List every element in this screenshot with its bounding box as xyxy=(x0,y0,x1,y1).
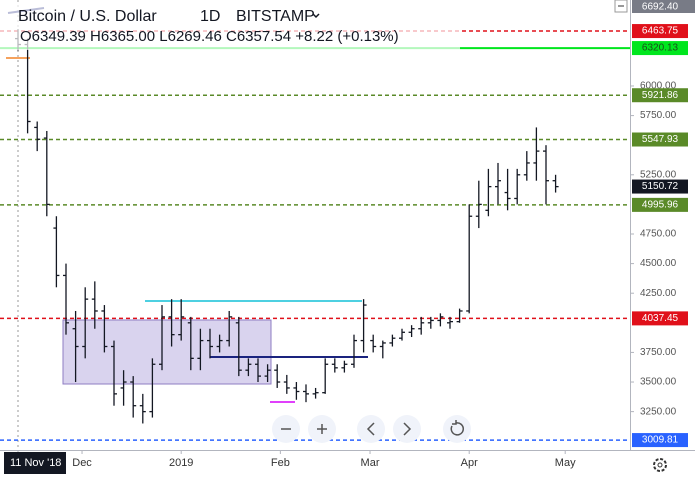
x-tick-label: Apr xyxy=(461,457,478,469)
y-tick-label: 4750.00 xyxy=(640,229,677,240)
reset-icon xyxy=(450,420,464,436)
price-tag-label: 4995.96 xyxy=(642,200,679,211)
last-price-tag xyxy=(632,179,688,194)
y-tick-label: 6000.00 xyxy=(640,81,677,92)
toolbar xyxy=(272,415,471,443)
x-tick-label: May xyxy=(555,457,576,469)
price-tag xyxy=(632,0,695,13)
x-tick-label: Mar xyxy=(361,457,380,469)
dropdown-icon[interactable] xyxy=(312,13,320,19)
price-tag-label: 6463.75 xyxy=(642,26,679,37)
y-tick-label: 3250.00 xyxy=(640,406,677,417)
y-tick-label: 5750.00 xyxy=(640,110,677,121)
price-tag xyxy=(632,132,688,147)
y-tick-label: 3750.00 xyxy=(640,347,677,358)
price-tag-label: 6692.40 xyxy=(642,2,679,13)
settings-icon xyxy=(653,458,667,472)
price-tag-label: 6320.13 xyxy=(642,43,679,54)
price-tag xyxy=(632,197,688,212)
scroll-left[interactable] xyxy=(357,415,385,443)
legend-bg xyxy=(0,2,460,50)
zoom-in-icon xyxy=(317,424,327,434)
x-tick-label: Dec xyxy=(72,457,92,469)
rectangle-drawing xyxy=(62,319,272,385)
reset[interactable] xyxy=(443,415,471,443)
settings-icon xyxy=(657,462,663,468)
y-tick-label: 4500.00 xyxy=(640,258,677,269)
price-tag-label: 3009.81 xyxy=(642,435,679,446)
x-tick-label: Feb xyxy=(271,457,290,469)
price-tag xyxy=(632,311,688,326)
price-tag-label: 5921.86 xyxy=(642,90,679,101)
price-tag xyxy=(632,41,688,56)
price-tag xyxy=(632,24,688,39)
last-price-label: 5150.72 xyxy=(642,181,679,192)
y-tick-label: 4250.00 xyxy=(640,288,677,299)
price-tag-label: 5547.93 xyxy=(642,134,679,145)
x-tick-label: 11 Nov '18 xyxy=(10,457,61,469)
ohlc-legend: O6349.39 H6365.00 L6269.46 C6357.54 +8.2… xyxy=(20,28,399,45)
price-tag xyxy=(632,433,688,448)
scroll-right-icon xyxy=(403,422,412,436)
y-tick-label: 5250.00 xyxy=(640,169,677,180)
y-tick-label: 3500.00 xyxy=(640,377,677,388)
exchange[interactable]: BITSTAMP xyxy=(236,8,315,25)
settings[interactable] xyxy=(653,458,667,472)
x-tick-label: 2019 xyxy=(169,457,193,469)
interval[interactable]: 1D xyxy=(200,8,220,25)
scroll-left-icon xyxy=(366,422,375,436)
scroll-right[interactable] xyxy=(393,415,421,443)
price-tag-label: 4037.45 xyxy=(642,313,679,324)
x-tick-highlight xyxy=(4,452,66,474)
price-tag xyxy=(632,88,688,103)
symbol[interactable]: Bitcoin / U.S. Dollar xyxy=(18,8,157,25)
